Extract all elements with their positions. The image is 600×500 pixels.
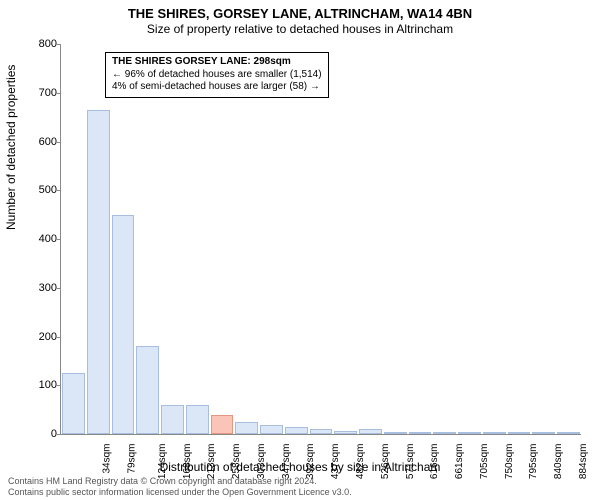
y-tick-label: 600 <box>17 136 57 148</box>
y-tick-label: 800 <box>17 38 57 50</box>
bar <box>260 425 283 434</box>
annotation-line-2: ← 96% of detached houses are smaller (1,… <box>112 69 322 82</box>
bar <box>458 432 481 434</box>
y-tick-label: 700 <box>17 87 57 99</box>
page-root: THE SHIRES, GORSEY LANE, ALTRINCHAM, WA1… <box>0 0 600 500</box>
footer-line-2: Contains public sector information licen… <box>8 487 352 498</box>
plot-area: 010020030040050060070080034sqm79sqm124sq… <box>60 44 581 435</box>
bar <box>532 432 555 434</box>
bar <box>334 431 357 434</box>
bar <box>384 432 407 434</box>
y-tick-label: 300 <box>17 282 57 294</box>
y-tick-mark <box>57 434 61 435</box>
y-tick-mark <box>57 142 61 143</box>
bar <box>136 346 159 434</box>
bar <box>161 405 184 434</box>
y-tick-mark <box>57 288 61 289</box>
x-axis-label: Distribution of detached houses by size … <box>0 460 600 474</box>
bar <box>557 432 580 434</box>
bar <box>87 110 110 434</box>
footer: Contains HM Land Registry data © Crown c… <box>8 476 352 498</box>
y-tick-mark <box>57 44 61 45</box>
bar <box>62 373 85 434</box>
bar <box>235 422 258 434</box>
annotation-box: THE SHIRES GORSEY LANE: 298sqm ← 96% of … <box>105 52 329 98</box>
bar <box>112 215 135 434</box>
y-tick-label: 100 <box>17 379 57 391</box>
bar <box>285 427 308 434</box>
bar-highlight <box>211 415 234 435</box>
footer-line-1: Contains HM Land Registry data © Crown c… <box>8 476 352 487</box>
bar <box>310 429 333 434</box>
chart-subtitle: Size of property relative to detached ho… <box>0 22 600 36</box>
bar <box>186 405 209 434</box>
bar <box>433 432 456 434</box>
bar <box>508 432 531 434</box>
y-tick-label: 400 <box>17 233 57 245</box>
y-tick-mark <box>57 337 61 338</box>
y-tick-mark <box>57 239 61 240</box>
y-axis-label: Number of detached properties <box>4 65 18 230</box>
bar <box>409 432 432 434</box>
y-tick-label: 200 <box>17 331 57 343</box>
bar <box>483 432 506 434</box>
y-tick-mark <box>57 93 61 94</box>
annotation-line-3: 4% of semi-detached houses are larger (5… <box>112 81 322 94</box>
y-tick-mark <box>57 190 61 191</box>
y-tick-label: 500 <box>17 184 57 196</box>
y-tick-label: 0 <box>17 428 57 440</box>
chart-title: THE SHIRES, GORSEY LANE, ALTRINCHAM, WA1… <box>0 6 600 21</box>
y-tick-mark <box>57 385 61 386</box>
annotation-line-1: THE SHIRES GORSEY LANE: 298sqm <box>112 56 322 69</box>
bar <box>359 429 382 434</box>
